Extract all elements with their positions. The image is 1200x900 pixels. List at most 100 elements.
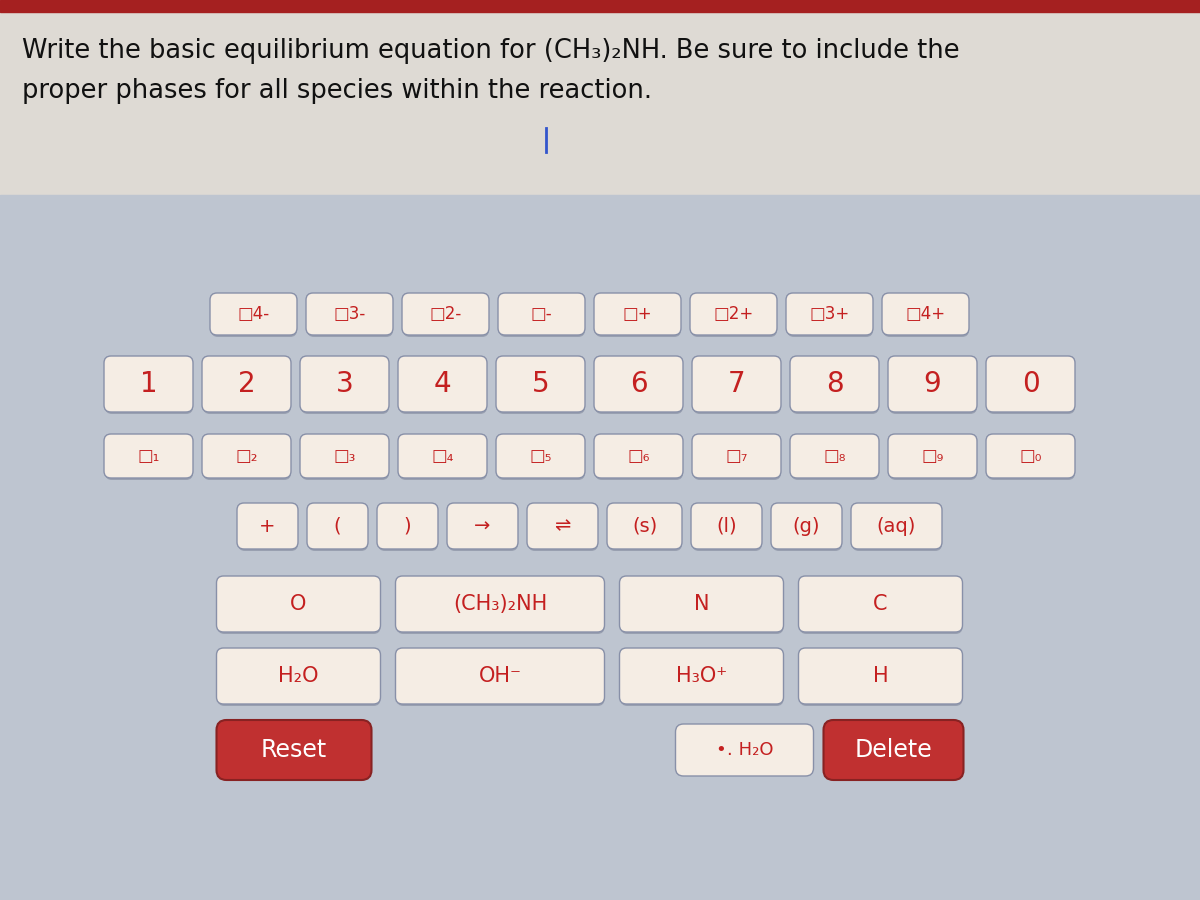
- FancyBboxPatch shape: [595, 358, 683, 414]
- Text: (g): (g): [793, 517, 821, 535]
- FancyBboxPatch shape: [398, 434, 487, 478]
- FancyBboxPatch shape: [594, 356, 683, 412]
- FancyBboxPatch shape: [499, 295, 586, 337]
- FancyBboxPatch shape: [772, 505, 842, 551]
- FancyBboxPatch shape: [217, 650, 380, 706]
- FancyBboxPatch shape: [787, 295, 874, 337]
- FancyBboxPatch shape: [106, 358, 193, 414]
- Text: 3: 3: [336, 370, 353, 398]
- FancyBboxPatch shape: [203, 436, 292, 480]
- Text: H₂O: H₂O: [278, 666, 319, 686]
- FancyBboxPatch shape: [607, 503, 682, 549]
- Text: OH⁻: OH⁻: [479, 666, 522, 686]
- FancyBboxPatch shape: [619, 648, 784, 704]
- FancyBboxPatch shape: [527, 503, 598, 549]
- Bar: [0, 0, 1200, 12]
- Bar: [0, 195, 1200, 900]
- Text: □2-: □2-: [430, 305, 462, 323]
- FancyBboxPatch shape: [307, 503, 368, 549]
- Text: □4+: □4+: [906, 305, 946, 323]
- FancyBboxPatch shape: [692, 505, 762, 551]
- Text: □₀: □₀: [1019, 447, 1042, 465]
- FancyBboxPatch shape: [106, 436, 193, 480]
- Text: O: O: [290, 594, 307, 614]
- Text: proper phases for all species within the reaction.: proper phases for all species within the…: [22, 78, 652, 104]
- Text: □4-: □4-: [238, 305, 270, 323]
- Text: •․ H₂O: •․ H₂O: [715, 741, 773, 759]
- Text: N: N: [694, 594, 709, 614]
- FancyBboxPatch shape: [852, 505, 942, 551]
- Text: 5: 5: [532, 370, 550, 398]
- FancyBboxPatch shape: [694, 436, 781, 480]
- FancyBboxPatch shape: [396, 648, 605, 704]
- Text: (CH₃)₂NH: (CH₃)₂NH: [452, 594, 547, 614]
- FancyBboxPatch shape: [692, 356, 781, 412]
- FancyBboxPatch shape: [238, 503, 298, 549]
- FancyBboxPatch shape: [888, 434, 977, 478]
- FancyBboxPatch shape: [691, 295, 778, 337]
- FancyBboxPatch shape: [496, 356, 586, 412]
- Text: □₉: □₉: [922, 447, 943, 465]
- Text: □₂: □₂: [235, 447, 258, 465]
- Text: □3+: □3+: [809, 305, 850, 323]
- FancyBboxPatch shape: [202, 434, 292, 478]
- FancyBboxPatch shape: [497, 358, 586, 414]
- FancyBboxPatch shape: [211, 295, 298, 337]
- Text: (: (: [334, 517, 341, 535]
- FancyBboxPatch shape: [799, 578, 962, 634]
- FancyBboxPatch shape: [595, 295, 682, 337]
- Text: 0: 0: [1021, 370, 1039, 398]
- FancyBboxPatch shape: [496, 434, 586, 478]
- FancyBboxPatch shape: [888, 356, 977, 412]
- FancyBboxPatch shape: [690, 293, 778, 335]
- Text: □₃: □₃: [334, 447, 355, 465]
- FancyBboxPatch shape: [528, 505, 598, 551]
- Text: □₁: □₁: [137, 447, 160, 465]
- FancyBboxPatch shape: [104, 356, 193, 412]
- FancyBboxPatch shape: [676, 724, 814, 776]
- Text: □₇: □₇: [725, 447, 748, 465]
- FancyBboxPatch shape: [498, 293, 586, 335]
- FancyBboxPatch shape: [446, 503, 518, 549]
- FancyBboxPatch shape: [790, 356, 878, 412]
- Text: (s): (s): [632, 517, 658, 535]
- FancyBboxPatch shape: [986, 434, 1075, 478]
- Text: 9: 9: [924, 370, 941, 398]
- FancyBboxPatch shape: [986, 356, 1075, 412]
- Text: Delete: Delete: [854, 738, 932, 762]
- Text: □3-: □3-: [334, 305, 366, 323]
- Text: □2+: □2+: [713, 305, 754, 323]
- Text: □-: □-: [530, 305, 552, 323]
- FancyBboxPatch shape: [403, 295, 490, 337]
- Text: □₈: □₈: [823, 447, 846, 465]
- FancyBboxPatch shape: [300, 356, 389, 412]
- FancyBboxPatch shape: [396, 578, 605, 634]
- FancyBboxPatch shape: [377, 503, 438, 549]
- FancyBboxPatch shape: [889, 436, 977, 480]
- FancyBboxPatch shape: [786, 293, 874, 335]
- Text: Write the basic equilibrium equation for (CH₃)₂NH. Be sure to include the: Write the basic equilibrium equation for…: [22, 38, 960, 64]
- FancyBboxPatch shape: [301, 436, 389, 480]
- Text: +: +: [259, 517, 276, 535]
- Text: □₆: □₆: [628, 447, 649, 465]
- FancyBboxPatch shape: [772, 503, 842, 549]
- Text: 8: 8: [826, 370, 844, 398]
- FancyBboxPatch shape: [300, 434, 389, 478]
- Text: Reset: Reset: [260, 738, 328, 762]
- FancyBboxPatch shape: [791, 358, 878, 414]
- FancyBboxPatch shape: [398, 356, 487, 412]
- FancyBboxPatch shape: [238, 505, 298, 551]
- FancyBboxPatch shape: [203, 358, 292, 414]
- FancyBboxPatch shape: [216, 648, 380, 704]
- FancyBboxPatch shape: [396, 576, 605, 632]
- FancyBboxPatch shape: [620, 578, 784, 634]
- FancyBboxPatch shape: [210, 293, 298, 335]
- FancyBboxPatch shape: [202, 356, 292, 412]
- FancyBboxPatch shape: [398, 436, 487, 480]
- Text: 4: 4: [433, 370, 451, 398]
- FancyBboxPatch shape: [798, 576, 962, 632]
- FancyBboxPatch shape: [790, 434, 878, 478]
- Text: ⇌: ⇌: [554, 517, 571, 535]
- Text: □₅: □₅: [529, 447, 552, 465]
- Text: ): ): [403, 517, 412, 535]
